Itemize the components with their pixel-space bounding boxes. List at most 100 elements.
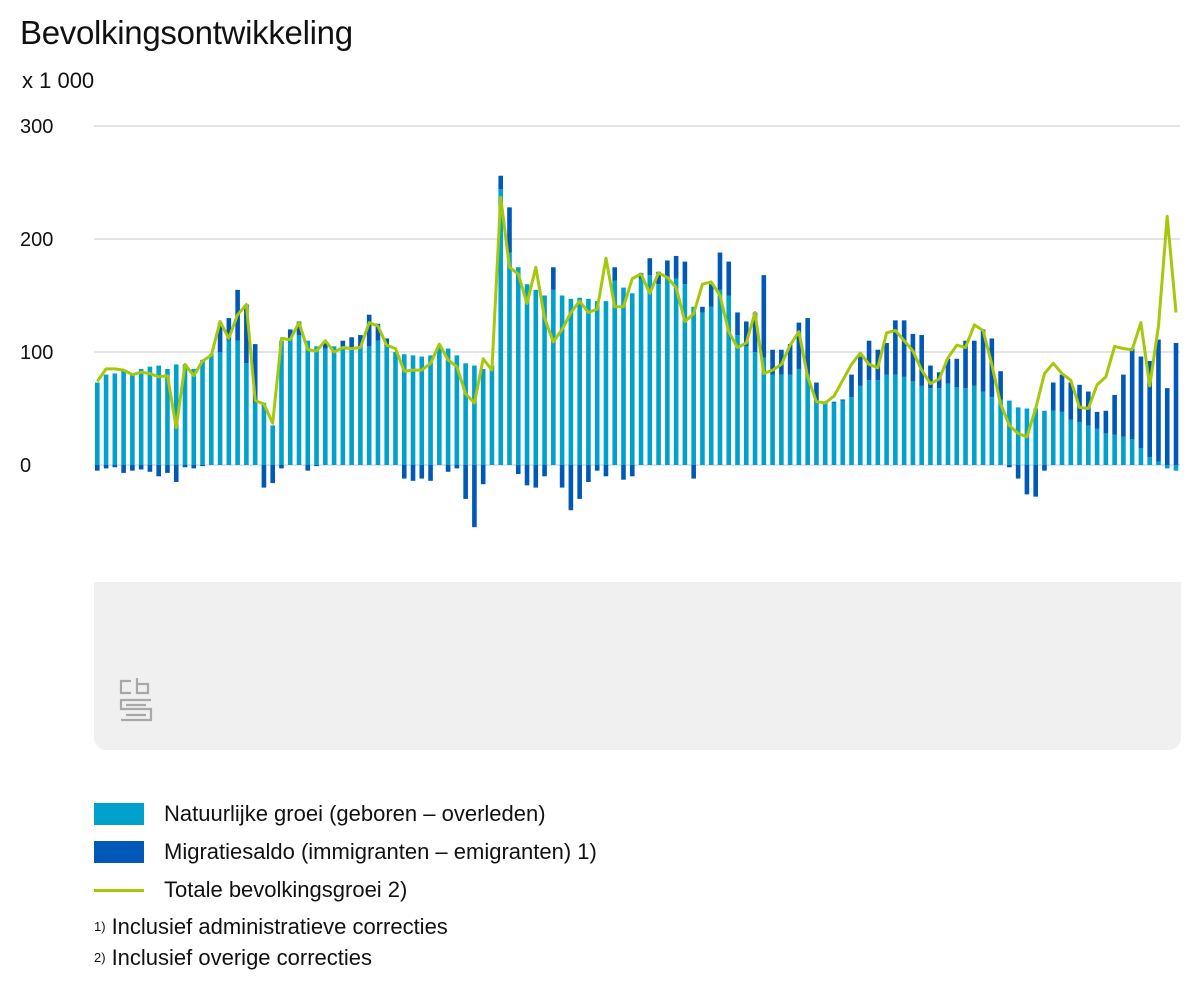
bar-migration xyxy=(138,465,144,470)
bar-natural-growth xyxy=(919,385,924,465)
bar-migration xyxy=(305,465,311,471)
bar-migration xyxy=(1059,374,1065,412)
bar-migration xyxy=(349,337,354,348)
bar-natural-growth xyxy=(647,275,653,465)
bar-natural-growth xyxy=(551,289,556,465)
y-tick-label: 200 xyxy=(20,229,53,251)
bar-migration xyxy=(130,465,135,471)
bar-migration xyxy=(866,340,872,381)
bar-natural-growth xyxy=(1068,419,1074,465)
bar-migration xyxy=(770,349,775,375)
bar-natural-growth xyxy=(138,368,144,465)
bar-natural-growth xyxy=(130,374,135,465)
bar-natural-growth xyxy=(147,366,153,465)
bar-migration xyxy=(1164,388,1170,465)
bar-natural-growth xyxy=(419,356,425,465)
bar-migration xyxy=(270,465,275,484)
bar-natural-growth xyxy=(235,340,240,465)
bar-natural-growth xyxy=(1042,410,1047,465)
bar-natural-growth xyxy=(472,365,477,465)
footnote-mark: 1) xyxy=(94,919,106,934)
bar-natural-growth xyxy=(393,352,398,465)
bar-migration xyxy=(173,465,179,482)
legend-label-natural: Natuurlijke groei (geboren – overleden) xyxy=(164,801,546,826)
bar-migration xyxy=(472,465,477,528)
bar-natural-growth xyxy=(428,355,433,465)
bar-natural-growth xyxy=(252,402,258,465)
bar-natural-growth xyxy=(437,346,442,465)
bar-natural-growth xyxy=(1086,425,1091,465)
logo-panel xyxy=(94,582,1181,750)
bar-natural-growth xyxy=(305,340,311,465)
bar-natural-growth xyxy=(340,348,346,465)
bar-migration xyxy=(884,342,889,375)
bar-natural-growth xyxy=(735,335,740,465)
bar-migration xyxy=(673,255,679,279)
bar-natural-growth xyxy=(621,287,626,465)
bar-natural-growth xyxy=(656,284,661,465)
bar-natural-growth xyxy=(358,346,363,465)
legend-item-migration: Migratiesaldo (immigranten – emigranten)… xyxy=(94,833,597,871)
bar-natural-growth xyxy=(726,295,732,465)
bar-natural-growth xyxy=(717,289,723,465)
bar-migration xyxy=(998,371,1003,400)
bar-natural-growth xyxy=(375,340,381,465)
bar-migration xyxy=(515,465,521,475)
bar-natural-growth xyxy=(603,301,609,465)
bar-migration xyxy=(840,399,846,401)
bar-natural-growth xyxy=(1173,465,1179,471)
bar-migration xyxy=(857,356,863,386)
footnote-text: Inclusief overige correcties xyxy=(111,945,373,970)
bar-migration xyxy=(726,261,732,296)
bar-natural-growth xyxy=(384,346,390,465)
bar-migration xyxy=(743,321,749,347)
bar-natural-growth xyxy=(524,284,530,465)
bar-migration xyxy=(1112,394,1117,435)
bar-migration xyxy=(665,260,670,279)
bar-migration xyxy=(95,465,100,471)
legend-label-total: Totale bevolkingsgroei 2) xyxy=(164,877,408,902)
bar-migration xyxy=(375,323,381,341)
bar-natural-growth xyxy=(156,365,161,465)
bar-natural-growth xyxy=(831,402,837,465)
bar-migration xyxy=(191,465,197,469)
bar-migration xyxy=(551,267,556,290)
bar-migration xyxy=(954,358,960,388)
bar-migration xyxy=(708,284,714,307)
bar-migration xyxy=(700,306,705,313)
bar-natural-growth xyxy=(1138,448,1144,465)
bar-migration xyxy=(814,382,819,403)
bar-migration xyxy=(1050,382,1056,411)
bar-natural-growth xyxy=(401,354,407,465)
bar-migration xyxy=(656,271,661,285)
bar-natural-growth xyxy=(200,359,205,465)
bar-migration xyxy=(480,465,486,485)
bar-natural-growth xyxy=(665,278,670,465)
bar-migration xyxy=(972,340,977,386)
bar-natural-growth xyxy=(463,363,468,465)
bar-natural-growth xyxy=(287,339,293,465)
bar-natural-growth xyxy=(866,380,872,465)
bar-natural-growth xyxy=(568,298,574,465)
bar-natural-growth xyxy=(770,374,775,465)
y-tick-label: 300 xyxy=(20,116,53,138)
bar-migration xyxy=(586,465,591,482)
bar-migration xyxy=(323,342,328,349)
bar-natural-growth xyxy=(612,280,618,465)
bar-migration xyxy=(156,465,161,477)
bar-migration xyxy=(910,333,916,382)
bar-natural-growth xyxy=(963,388,968,465)
bar-natural-growth xyxy=(691,306,696,465)
natural-growth-bars xyxy=(95,189,1179,471)
bar-natural-growth xyxy=(279,340,284,465)
bar-natural-growth xyxy=(261,402,267,465)
bar-migration xyxy=(1094,411,1100,429)
bar-natural-growth xyxy=(673,278,679,465)
bar-natural-growth xyxy=(1103,433,1109,465)
bar-migration xyxy=(252,344,258,403)
axes: 3002001000-10019001920194019601980200020… xyxy=(20,116,53,477)
y-unit-label: x 1 000 xyxy=(22,68,95,93)
bar-natural-growth xyxy=(910,381,916,465)
bar-migration xyxy=(507,207,512,253)
bar-natural-growth xyxy=(594,301,600,465)
